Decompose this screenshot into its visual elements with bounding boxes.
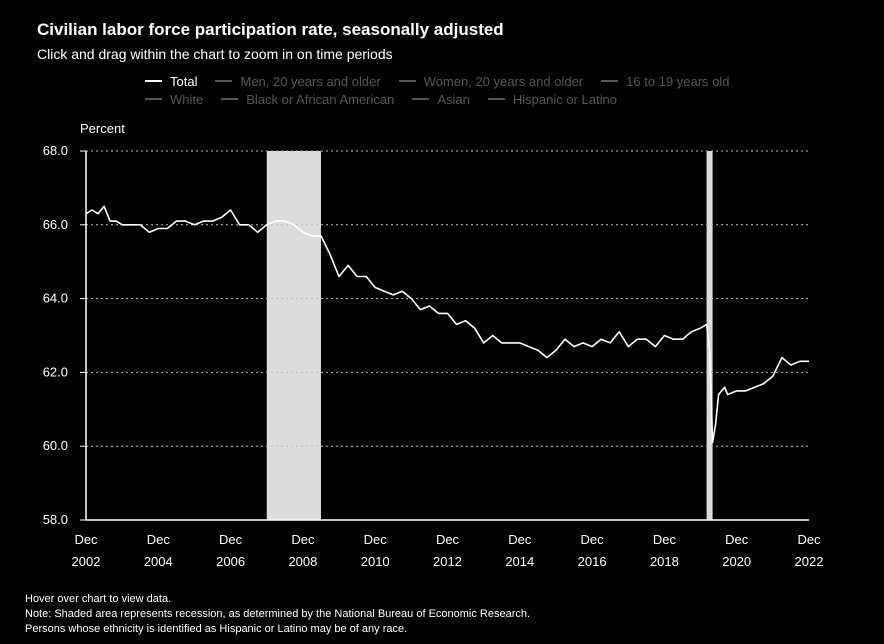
- footnotes: Hover over chart to view data. Note: Sha…: [25, 592, 530, 637]
- legend-swatch: [601, 80, 619, 82]
- x-tick-year: 2018: [650, 554, 679, 569]
- x-tick-month: Dec: [364, 532, 388, 547]
- recession-band: [706, 151, 713, 520]
- legend-row-2: White Black or African American Asian Hi…: [145, 90, 845, 108]
- legend-item-black[interactable]: Black or African American: [221, 92, 394, 107]
- legend-label: 16 to 19 years old: [626, 73, 730, 89]
- legend-item-women[interactable]: Women, 20 years and older: [398, 73, 584, 89]
- y-tick-label: 66.0: [43, 217, 68, 232]
- hispanic-note: Persons whose ethnicity is identified as…: [25, 623, 408, 635]
- legend-label: Black or African American: [246, 91, 395, 107]
- y-tick-label: 64.0: [43, 291, 68, 306]
- x-tick-year: 2008: [288, 554, 317, 569]
- x-tick-year: 2002: [72, 554, 101, 569]
- legend: Total Men, 20 years and older Women, 20 …: [145, 72, 845, 108]
- x-tick-month: Dec: [581, 532, 605, 547]
- legend-item-asian[interactable]: Asian: [412, 92, 470, 107]
- y-tick-label: 60.0: [43, 438, 68, 453]
- y-tick-label: 62.0: [43, 364, 68, 379]
- legend-label: Total: [170, 73, 198, 89]
- x-tick-month: Dec: [725, 532, 749, 547]
- x-tick-month: Dec: [653, 532, 677, 547]
- line-chart[interactable]: 58.0 60.0 62.0 64.0 66.0 68.0 Dec 2002 Dec 2004 De…: [0, 0, 884, 590]
- x-tick-year: 2010: [361, 554, 390, 569]
- x-tick-month: Dec: [291, 532, 315, 547]
- legend-swatch: [412, 98, 430, 100]
- legend-item-men[interactable]: Men, 20 years and older: [215, 73, 381, 89]
- x-tick-month: Dec: [219, 532, 243, 547]
- y-tick-label: 58.0: [43, 512, 68, 527]
- legend-item-hispanic[interactable]: Hispanic or Latino: [487, 91, 617, 107]
- y-axis-label: Percent: [80, 121, 125, 136]
- legend-swatch: [145, 98, 162, 100]
- chart-title: Civilian labor force participation rate,…: [37, 20, 504, 39]
- legend-item-white[interactable]: White: [145, 92, 203, 107]
- x-tick-month: Dec: [147, 532, 171, 547]
- x-tick-year: 2016: [578, 554, 607, 569]
- legend-swatch: [398, 80, 416, 82]
- legend-swatch: [221, 98, 239, 100]
- x-tick-month: Dec: [436, 532, 460, 547]
- series-line-total[interactable]: [85, 205, 809, 444]
- legend-label: Women, 20 years and older: [423, 73, 584, 89]
- hover-note: Hover over chart to view data.: [25, 593, 172, 605]
- legend-row-1: Total Men, 20 years and older Women, 20 …: [145, 72, 845, 90]
- x-tick-month: Dec: [74, 532, 98, 547]
- legend-swatch: [215, 80, 233, 82]
- legend-swatch: [487, 98, 505, 100]
- x-tick-year: 2006: [216, 554, 245, 569]
- recession-band: [266, 151, 321, 520]
- x-tick-year: 2022: [795, 554, 824, 569]
- y-tick-label: 68.0: [43, 143, 68, 158]
- legend-label: Hispanic or Latino: [512, 91, 617, 107]
- legend-swatch: [145, 80, 162, 82]
- legend-label: Asian: [437, 91, 470, 107]
- x-tick-month: Dec: [508, 532, 532, 547]
- recession-note: Note: Shaded area represents recession, …: [25, 608, 531, 620]
- x-tick-year: 2012: [433, 554, 462, 569]
- legend-item-teens[interactable]: 16 to 19 years old: [601, 73, 730, 89]
- x-tick-month: Dec: [797, 532, 821, 547]
- x-tick-year: 2014: [505, 554, 534, 569]
- x-tick-year: 2020: [722, 554, 751, 569]
- legend-label: Men, 20 years and older: [240, 73, 381, 89]
- legend-label: White: [170, 91, 204, 107]
- legend-item-total[interactable]: Total: [145, 74, 197, 89]
- x-tick-year: 2004: [144, 554, 173, 569]
- chart-subtitle: Click and drag within the chart to zoom …: [37, 46, 393, 62]
